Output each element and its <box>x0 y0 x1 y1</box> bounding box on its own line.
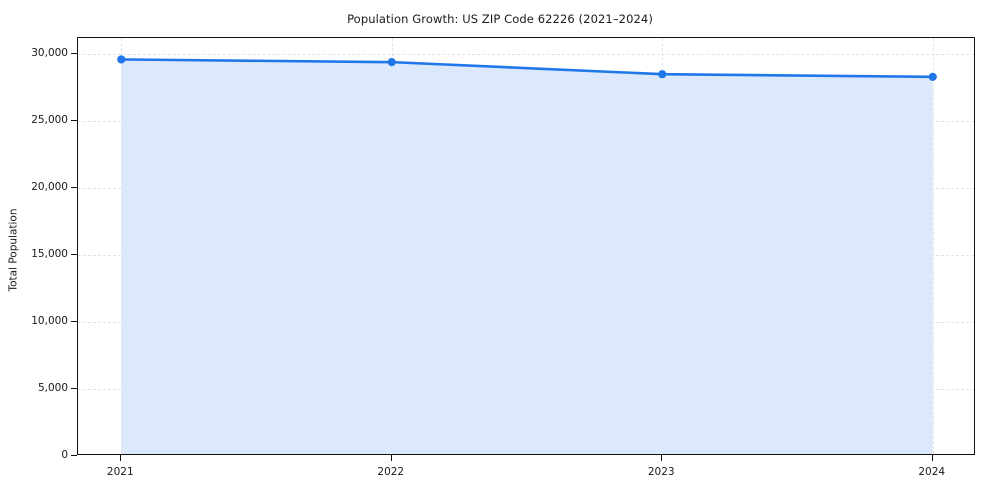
line-path <box>119 58 935 79</box>
gridline-vertical <box>932 38 934 454</box>
data-point-marker <box>658 70 667 79</box>
data-point-marker <box>928 72 937 81</box>
x-axis-tick-mark <box>931 455 933 461</box>
y-axis-tick-label: 25,000 <box>31 114 68 127</box>
x-axis-tick-mark <box>661 455 663 461</box>
y-axis-tick-label: 5,000 <box>37 382 68 394</box>
y-axis-tick-label: 30,000 <box>31 47 68 60</box>
y-axis-tick-mark <box>71 254 77 256</box>
data-point-markers <box>117 55 937 81</box>
x-axis-tick-label: 2024 <box>918 466 946 478</box>
y-axis-tick-mark <box>71 120 77 122</box>
x-axis-tick-label: 2022 <box>377 466 405 478</box>
x-axis-tick-mark <box>120 455 122 461</box>
area-fill <box>121 59 933 454</box>
y-axis-tick-label: 10,000 <box>31 315 68 328</box>
y-axis-tick-label: 15,000 <box>31 248 68 261</box>
population-area-series <box>117 55 937 454</box>
x-axis-tick-labels: 2021 2022 2023 2024 <box>0 466 1000 486</box>
y-axis-tick-labels: 0 5,000 10,000 15,000 20,000 25,000 30,000 <box>0 0 68 500</box>
y-axis-tick-mark <box>71 388 77 389</box>
x-axis-tick-label: 2021 <box>106 466 134 478</box>
chart-title: Population Growth: US ZIP Code 62226 (20… <box>347 12 653 26</box>
y-axis-tick-mark <box>71 187 77 189</box>
x-axis-tick-label: 2023 <box>647 466 675 478</box>
y-axis-tick-mark <box>71 321 77 323</box>
plot-area <box>77 37 975 455</box>
y-axis-tick-mark <box>71 53 77 55</box>
y-axis-tick-label: 0 <box>61 449 68 461</box>
data-point-marker <box>117 55 126 64</box>
y-axis-tick-mark <box>71 455 77 456</box>
data-point-marker <box>387 58 396 67</box>
x-axis-tick-mark <box>390 455 392 461</box>
gridline-horizontal <box>78 54 974 56</box>
y-axis-tick-label: 20,000 <box>31 181 68 194</box>
